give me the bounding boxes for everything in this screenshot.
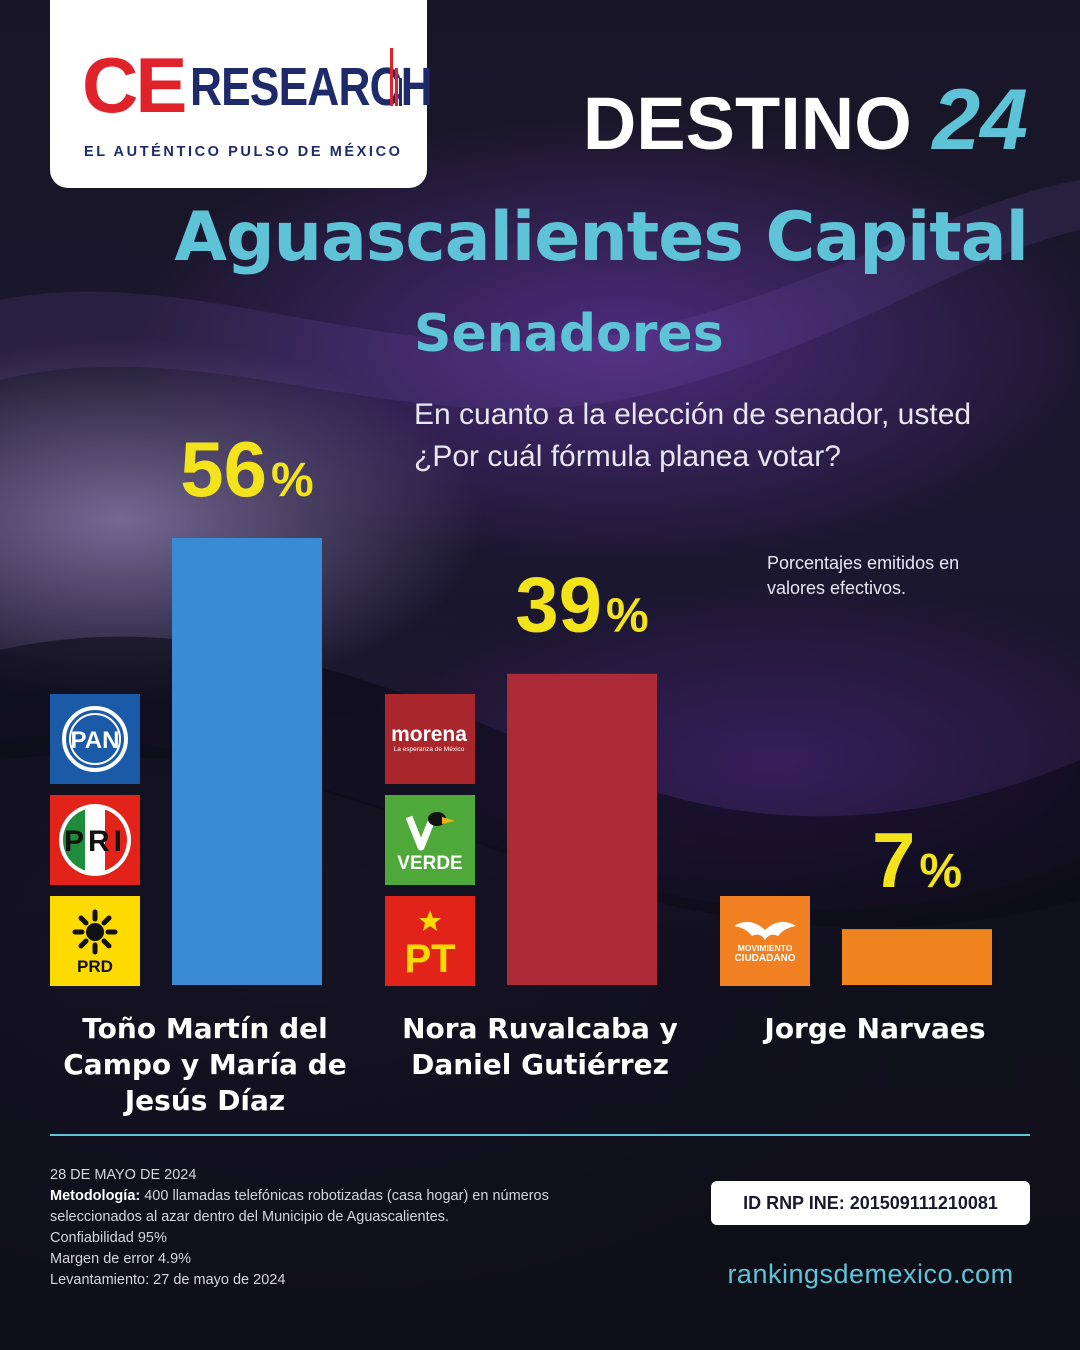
bar-value-label-1: 56% xyxy=(180,425,313,513)
methodology-footer: 28 DE MAYO DE 2024 Metodología: 400 llam… xyxy=(50,1165,610,1291)
pan-logo-text: PAN xyxy=(71,727,120,754)
morena-logo-text: morena xyxy=(391,723,467,746)
pan-logo: PAN xyxy=(50,694,140,784)
methodology-line: Metodología: 400 llamadas telefónicas ro… xyxy=(50,1186,610,1228)
confidence-level: Confiabilidad 95% xyxy=(50,1230,167,1246)
pri-logo-text: PRI xyxy=(64,825,126,858)
logo-ce-text: CE xyxy=(82,41,187,129)
values-note: Porcentajes emitidos en valores efectivo… xyxy=(767,553,960,598)
brand-tagline: EL AUTÉNTICO PULSO DE MÉXICO xyxy=(84,144,403,160)
bar-value-label-2: 39% xyxy=(515,561,648,649)
morena-logo: morena La esperanza de México xyxy=(385,694,475,784)
survey-question: En cuanto a la elección de senador, uste… xyxy=(414,398,972,473)
margin-of-error: Margen de error 4.9% xyxy=(50,1251,192,1267)
website-link[interactable]: rankingsdemexico.com xyxy=(727,1259,1014,1289)
footer-divider xyxy=(50,1134,1030,1136)
category-label-1: Toño Martín del Campo y María de Jesús D… xyxy=(63,1012,347,1117)
bar-2 xyxy=(507,673,657,985)
category-label-2: Nora Ruvalcaba y Daniel Gutiérrez xyxy=(402,1012,678,1081)
section-subtitle: Senadores xyxy=(414,304,724,364)
campaign-title-text: DESTINO xyxy=(582,82,912,165)
pt-logo: PT xyxy=(385,896,475,986)
brand-logo-card: CE RESEARCH EL AUTÉNTICO PULSO DE MÉXICO xyxy=(50,0,433,188)
page-title: Aguascalientes Capital xyxy=(174,198,1029,277)
methodology-text: 400 llamadas telefónicas robotizadas (ca… xyxy=(50,1188,549,1225)
mc-logo-text-1: MOVIMIENTO xyxy=(738,943,793,953)
fieldwork-date: Levantamiento: 27 de mayo de 2024 xyxy=(50,1272,286,1288)
mc-logo-text-2: CIUDADANO xyxy=(734,953,795,964)
morena-logo-subtext: La esperanza de México xyxy=(394,746,465,753)
bar-value-label-3: 7% xyxy=(872,816,962,904)
movimiento-ciudadano-logo: MOVIMIENTO CIUDADANO xyxy=(720,896,810,986)
survey-date: 28 DE MAYO DE 2024 xyxy=(50,1167,197,1183)
bar-3 xyxy=(842,929,992,985)
verde-logo: VERDE xyxy=(385,795,475,885)
prd-logo-text: PRD xyxy=(77,957,113,976)
pri-logo: PRI xyxy=(50,795,140,885)
pt-logo-text: PT xyxy=(404,937,455,981)
methodology-label: Metodología: xyxy=(50,1188,141,1204)
campaign-title-number: 24 xyxy=(932,72,1028,168)
category-label-3: Jorge Narvaes xyxy=(764,1012,986,1045)
verde-logo-text: VERDE xyxy=(397,853,462,874)
prd-logo: PRD xyxy=(50,896,140,986)
logo-bars-icon xyxy=(390,48,402,106)
rnp-id-badge: ID RNP INE: 201509111210081 xyxy=(711,1181,1030,1225)
campaign-title: DESTINO 24 xyxy=(583,72,1028,172)
bar-1 xyxy=(172,538,322,985)
